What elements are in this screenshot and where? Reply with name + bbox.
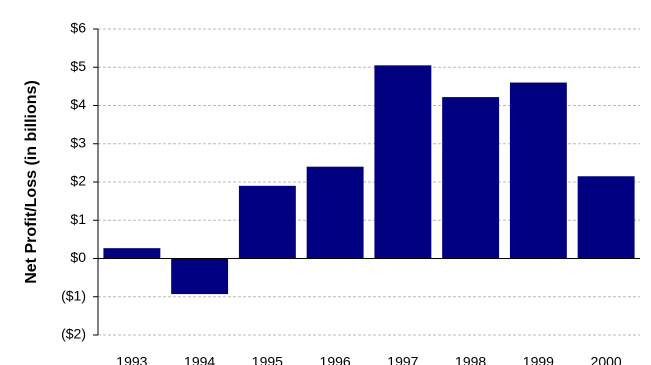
y-tick-label: $3 (70, 134, 86, 150)
bar (509, 82, 567, 259)
bar (103, 248, 161, 259)
bar (238, 185, 296, 259)
y-tick-label: $4 (70, 96, 86, 112)
x-tick-label: 1998 (455, 354, 486, 365)
bar (171, 258, 229, 295)
x-tick-label: 1994 (184, 354, 215, 365)
y-tick-label: $0 (70, 249, 86, 265)
y-tick-label: $1 (70, 211, 86, 227)
y-tick-label: ($2) (61, 326, 86, 342)
x-tick-label: 1995 (252, 354, 283, 365)
x-tick-label: 1993 (116, 354, 147, 365)
x-tick-label: 1997 (387, 354, 418, 365)
y-axis-title: Net Profit/Loss (in billions) (23, 80, 40, 284)
y-tick-label: $2 (70, 173, 86, 189)
x-tick-label: 2000 (591, 354, 622, 365)
x-tick-label: 1996 (320, 354, 351, 365)
bar (306, 166, 364, 259)
bar (577, 176, 635, 259)
bar (374, 65, 432, 259)
y-tick-label: $6 (70, 20, 86, 36)
x-tick-label: 1999 (523, 354, 554, 365)
bar (442, 97, 500, 259)
y-tick-label: ($1) (61, 287, 86, 303)
y-tick-label: $5 (70, 58, 86, 74)
